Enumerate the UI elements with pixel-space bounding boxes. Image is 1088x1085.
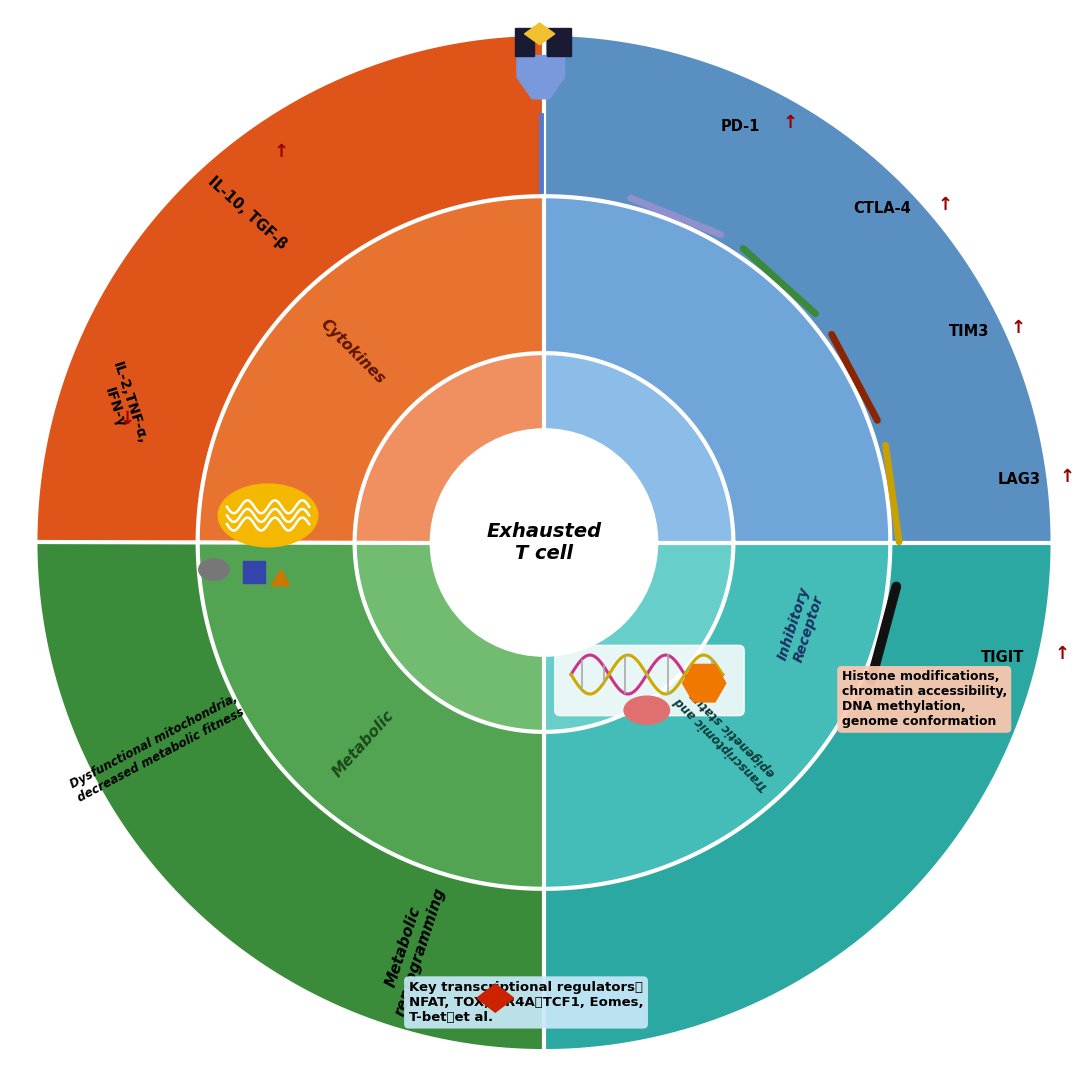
Text: ↑: ↑: [273, 143, 288, 162]
Circle shape: [431, 429, 657, 656]
Polygon shape: [35, 34, 544, 542]
Polygon shape: [198, 542, 544, 889]
Text: ↓: ↓: [120, 410, 135, 429]
Text: LAG3: LAG3: [998, 472, 1040, 487]
Text: ↑: ↑: [938, 196, 953, 215]
Text: TIM3: TIM3: [949, 324, 990, 340]
Polygon shape: [517, 55, 565, 99]
Text: IL-2,TNF-α,
IFN-γ: IL-2,TNF-α, IFN-γ: [95, 360, 149, 450]
Polygon shape: [544, 353, 733, 732]
Text: Transcriptomic and
epigenetic status: Transcriptomic and epigenetic status: [672, 685, 781, 793]
Polygon shape: [355, 353, 544, 542]
Text: IL-10, TGF-β: IL-10, TGF-β: [205, 174, 289, 252]
Polygon shape: [544, 542, 1053, 1051]
Ellipse shape: [625, 697, 669, 725]
Text: PD-1: PD-1: [721, 118, 761, 133]
Polygon shape: [544, 542, 733, 732]
Text: ↑: ↑: [1054, 646, 1070, 663]
Text: Exhausted
T cell: Exhausted T cell: [486, 522, 602, 563]
FancyBboxPatch shape: [555, 646, 744, 716]
Polygon shape: [544, 34, 1052, 1051]
Polygon shape: [477, 984, 514, 1012]
Ellipse shape: [219, 484, 318, 547]
Text: ↑: ↑: [1059, 468, 1074, 486]
Text: Inhibitory
Receptor: Inhibitory Receptor: [775, 585, 828, 667]
Polygon shape: [515, 28, 534, 55]
Polygon shape: [682, 664, 726, 702]
FancyBboxPatch shape: [243, 561, 264, 583]
Text: TIGIT: TIGIT: [981, 650, 1025, 665]
Polygon shape: [271, 570, 289, 586]
Polygon shape: [544, 542, 890, 889]
Polygon shape: [547, 28, 571, 55]
Text: Dysfunctional mitochondria,
decreased metabolic fitness: Dysfunctional mitochondria, decreased me…: [67, 692, 247, 805]
Text: Key transcriptional regulators：
NFAT, TOX, NR4A，TCF1, Eomes,
T-bet，et al.: Key transcriptional regulators： NFAT, TO…: [409, 981, 643, 1024]
Polygon shape: [544, 196, 890, 889]
Text: Cytokines: Cytokines: [318, 316, 388, 386]
Polygon shape: [198, 196, 544, 542]
Polygon shape: [35, 542, 544, 1051]
Text: Histone modifications,
chromatin accessibility,
DNA methylation,
genome conforma: Histone modifications, chromatin accessi…: [842, 671, 1006, 728]
Text: Metabolic
reprogramming: Metabolic reprogramming: [375, 880, 448, 1018]
Text: Metabolic: Metabolic: [330, 707, 397, 780]
Polygon shape: [524, 23, 555, 44]
Text: ↑: ↑: [1011, 319, 1026, 337]
Text: CTLA-4: CTLA-4: [853, 201, 911, 216]
Text: ↑: ↑: [782, 114, 798, 132]
Ellipse shape: [199, 559, 230, 580]
Polygon shape: [355, 542, 544, 732]
